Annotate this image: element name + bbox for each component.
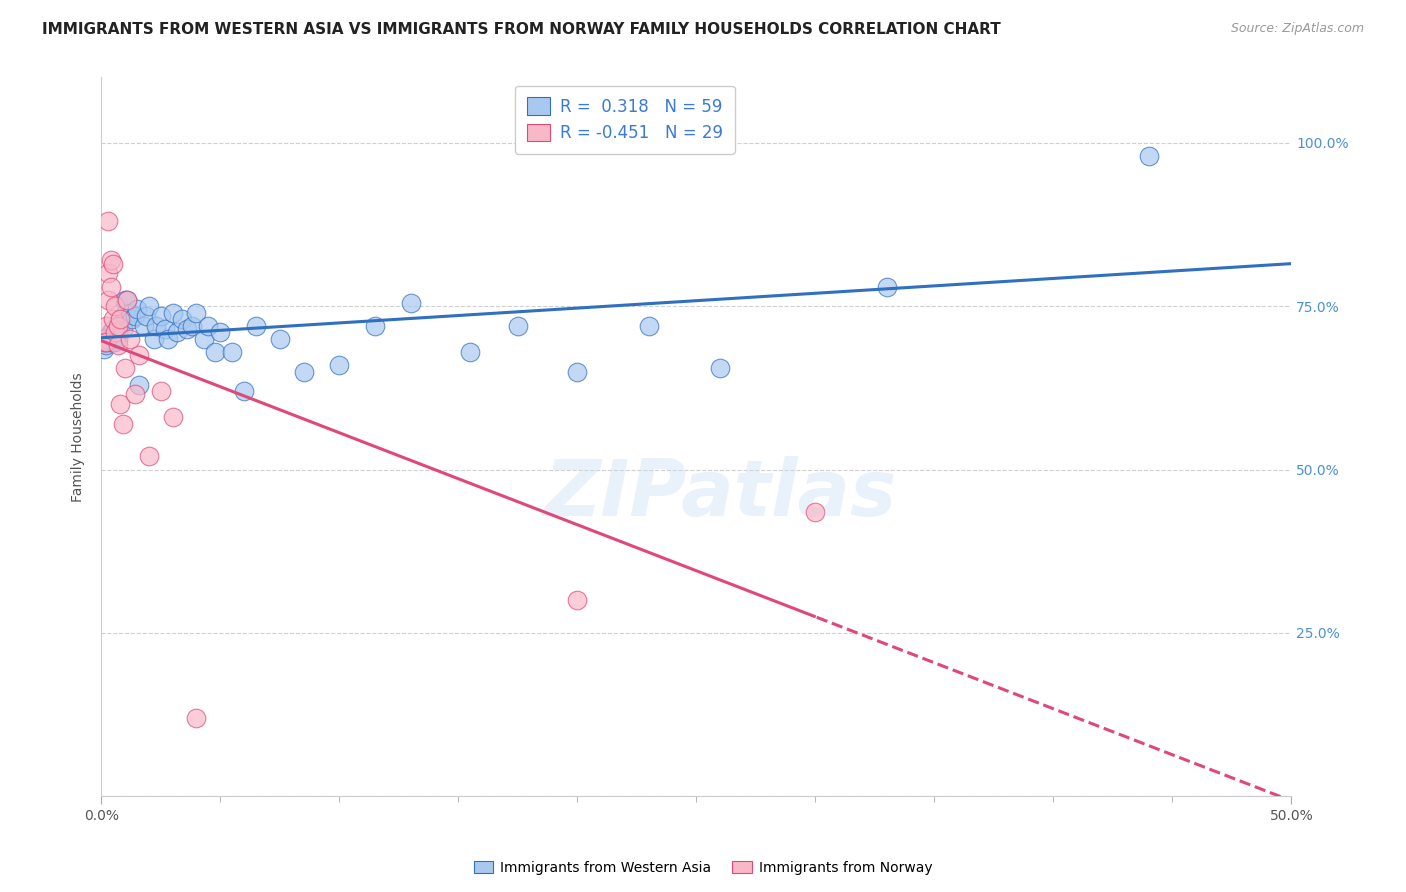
Point	[124, 387, 146, 401]
Point	[156, 332, 179, 346]
Point	[104, 328, 127, 343]
Point	[110, 318, 132, 333]
Legend: Immigrants from Western Asia, Immigrants from Norway: Immigrants from Western Asia, Immigrants…	[468, 855, 938, 880]
Point	[101, 335, 124, 350]
Point	[567, 593, 589, 607]
Point	[221, 345, 243, 359]
Point	[128, 348, 150, 362]
Point	[1137, 149, 1160, 163]
Point	[117, 293, 139, 307]
Text: ZIPatlas: ZIPatlas	[544, 457, 896, 533]
Point	[186, 711, 208, 725]
Point	[101, 332, 124, 346]
Point	[111, 417, 134, 431]
Point	[114, 361, 136, 376]
Point	[292, 364, 315, 378]
Point	[97, 214, 120, 228]
Point	[110, 312, 132, 326]
Point	[100, 279, 122, 293]
Point	[204, 345, 226, 359]
Point	[101, 322, 124, 336]
Point	[110, 397, 132, 411]
Point	[107, 318, 129, 333]
Point	[107, 338, 129, 352]
Point	[125, 302, 148, 317]
Point	[567, 364, 589, 378]
Point	[121, 312, 143, 326]
Point	[637, 318, 659, 333]
Point	[458, 345, 481, 359]
Point	[209, 326, 232, 340]
Point	[94, 335, 117, 350]
Point	[128, 377, 150, 392]
Point	[101, 312, 124, 326]
Point	[135, 309, 157, 323]
Point	[709, 361, 731, 376]
Point	[101, 257, 124, 271]
Point	[162, 306, 184, 320]
Point	[166, 326, 188, 340]
Point	[328, 358, 350, 372]
Point	[269, 332, 291, 346]
Point	[114, 306, 136, 320]
Point	[162, 410, 184, 425]
Y-axis label: Family Households: Family Households	[72, 372, 86, 501]
Point	[180, 318, 202, 333]
Point	[94, 335, 117, 350]
Point	[94, 338, 117, 352]
Point	[138, 450, 160, 464]
Point	[149, 309, 172, 323]
Point	[110, 312, 132, 326]
Point	[364, 318, 387, 333]
Point	[155, 322, 177, 336]
Point	[197, 318, 219, 333]
Point	[93, 332, 115, 346]
Point	[172, 312, 194, 326]
Point	[245, 318, 267, 333]
Point	[111, 322, 134, 336]
Point	[93, 342, 115, 356]
Text: Source: ZipAtlas.com: Source: ZipAtlas.com	[1230, 22, 1364, 36]
Point	[132, 318, 155, 333]
Point	[104, 326, 127, 340]
Point	[118, 332, 141, 346]
Point	[114, 293, 136, 307]
Point	[124, 309, 146, 323]
Point	[104, 299, 127, 313]
Text: IMMIGRANTS FROM WESTERN ASIA VS IMMIGRANTS FROM NORWAY FAMILY HOUSEHOLDS CORRELA: IMMIGRANTS FROM WESTERN ASIA VS IMMIGRAN…	[42, 22, 1001, 37]
Point	[118, 306, 141, 320]
Legend: R =  0.318   N = 59, R = -0.451   N = 29: R = 0.318 N = 59, R = -0.451 N = 29	[515, 86, 735, 153]
Point	[94, 318, 117, 333]
Point	[107, 332, 129, 346]
Point	[100, 335, 122, 350]
Point	[97, 293, 120, 307]
Point	[97, 328, 120, 343]
Point	[145, 318, 167, 333]
Point	[93, 335, 115, 350]
Point	[138, 299, 160, 313]
Point	[104, 335, 127, 350]
Point	[117, 293, 139, 307]
Point	[804, 505, 827, 519]
Point	[176, 322, 198, 336]
Point	[142, 332, 165, 346]
Point	[107, 326, 129, 340]
Point	[97, 332, 120, 346]
Point	[233, 384, 256, 398]
Point	[100, 253, 122, 268]
Point	[399, 296, 422, 310]
Point	[149, 384, 172, 398]
Point	[97, 267, 120, 281]
Point	[104, 332, 127, 346]
Point	[876, 279, 898, 293]
Point	[100, 326, 122, 340]
Point	[506, 318, 529, 333]
Point	[186, 306, 208, 320]
Point	[193, 332, 215, 346]
